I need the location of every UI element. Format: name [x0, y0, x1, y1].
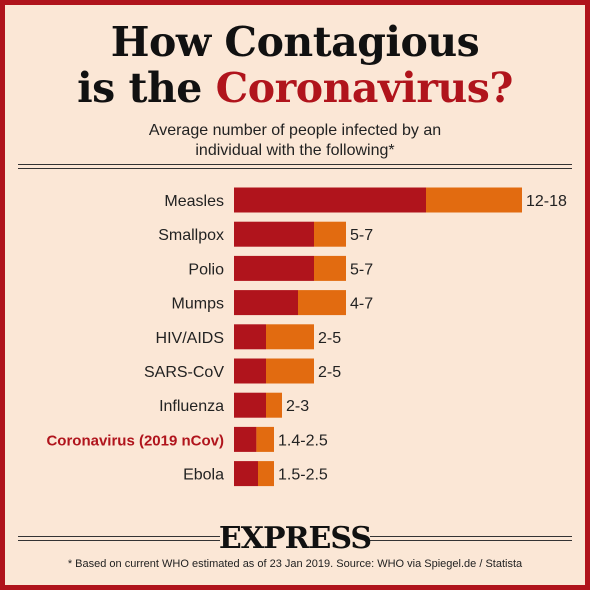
- top-divider: [18, 164, 572, 165]
- bar-high-smallpox: [314, 221, 346, 247]
- brand-logo: EXPRESS: [218, 521, 372, 556]
- bar-low-ebola: [234, 461, 258, 487]
- bar-low-influenza: [234, 392, 266, 418]
- bar-low-hiv-aids: [234, 324, 266, 350]
- bottom-divider-left: [18, 536, 220, 537]
- value-label-sars-cov: 2-5: [318, 364, 341, 381]
- bar-low-mumps: [234, 290, 298, 316]
- value-label-ebola: 1.5-2.5: [278, 467, 328, 484]
- value-label-polio: 5-7: [350, 261, 373, 278]
- subtitle-line1: Average number of people infected by an: [148, 122, 442, 139]
- bar-high-polio: [314, 255, 346, 281]
- subtitle-line2: individual with the following*: [195, 142, 395, 159]
- bar-low-sars-cov: [234, 358, 266, 384]
- category-label-coronavirus-2019-ncov: Coronavirus (2019 nCov): [46, 432, 224, 449]
- bar-high-influenza: [266, 392, 282, 418]
- category-label-hiv-aids: HIV/AIDS: [156, 330, 224, 347]
- bar-low-coronavirus-2019-ncov: [234, 426, 257, 452]
- bar-low-measles: [234, 187, 426, 213]
- bottom-divider-right-second: [370, 540, 572, 541]
- bottom-divider-right: [370, 536, 572, 537]
- top-divider-second: [18, 168, 572, 169]
- bar-high-sars-cov: [266, 358, 314, 384]
- category-label-smallpox: Smallpox: [158, 227, 224, 244]
- value-label-influenza: 2-3: [286, 398, 309, 415]
- infographic-card: How Contagious is the Coronavirus? Avera…: [5, 5, 585, 585]
- chart-subtitle: Average number of people infected by an …: [5, 121, 585, 161]
- value-label-smallpox: 5-7: [350, 227, 373, 244]
- title-prefix: is the: [77, 64, 216, 112]
- bar-high-mumps: [298, 290, 346, 316]
- category-label-influenza: Influenza: [159, 398, 224, 415]
- bar-chart: Measles 12-18 Smallpox 5-7 Polio 5-7 Mumps 4-7 H…: [46, 187, 567, 487]
- bar-low-polio: [234, 255, 314, 281]
- value-label-coronavirus-2019-ncov: 1.4-2.5: [278, 432, 328, 449]
- category-label-ebola: Ebola: [183, 467, 224, 484]
- chart-title-line1: How Contagious: [110, 18, 480, 66]
- value-label-mumps: 4-7: [350, 296, 373, 313]
- bottom-divider-left-second: [18, 540, 220, 541]
- bar-high-coronavirus-2019-ncov: [256, 426, 274, 452]
- bar-low-smallpox: [234, 221, 314, 247]
- bar-high-measles: [426, 187, 522, 213]
- category-label-sars-cov: SARS-CoV: [144, 364, 224, 381]
- category-label-mumps: Mumps: [172, 296, 224, 313]
- category-label-measles: Measles: [164, 193, 224, 210]
- category-label-polio: Polio: [188, 261, 224, 278]
- footnote: * Based on current WHO estimated as of 2…: [67, 558, 523, 570]
- chart-title-line2: is the Coronavirus?: [5, 65, 585, 111]
- bar-high-ebola: [258, 461, 274, 487]
- bars-group: Measles 12-18 Smallpox 5-7 Polio 5-7 Mumps 4-7 H…: [46, 187, 567, 487]
- value-label-hiv-aids: 2-5: [318, 330, 341, 347]
- value-label-measles: 12-18: [526, 193, 567, 210]
- title-accent: Coronavirus?: [215, 64, 514, 112]
- bar-high-hiv-aids: [266, 324, 314, 350]
